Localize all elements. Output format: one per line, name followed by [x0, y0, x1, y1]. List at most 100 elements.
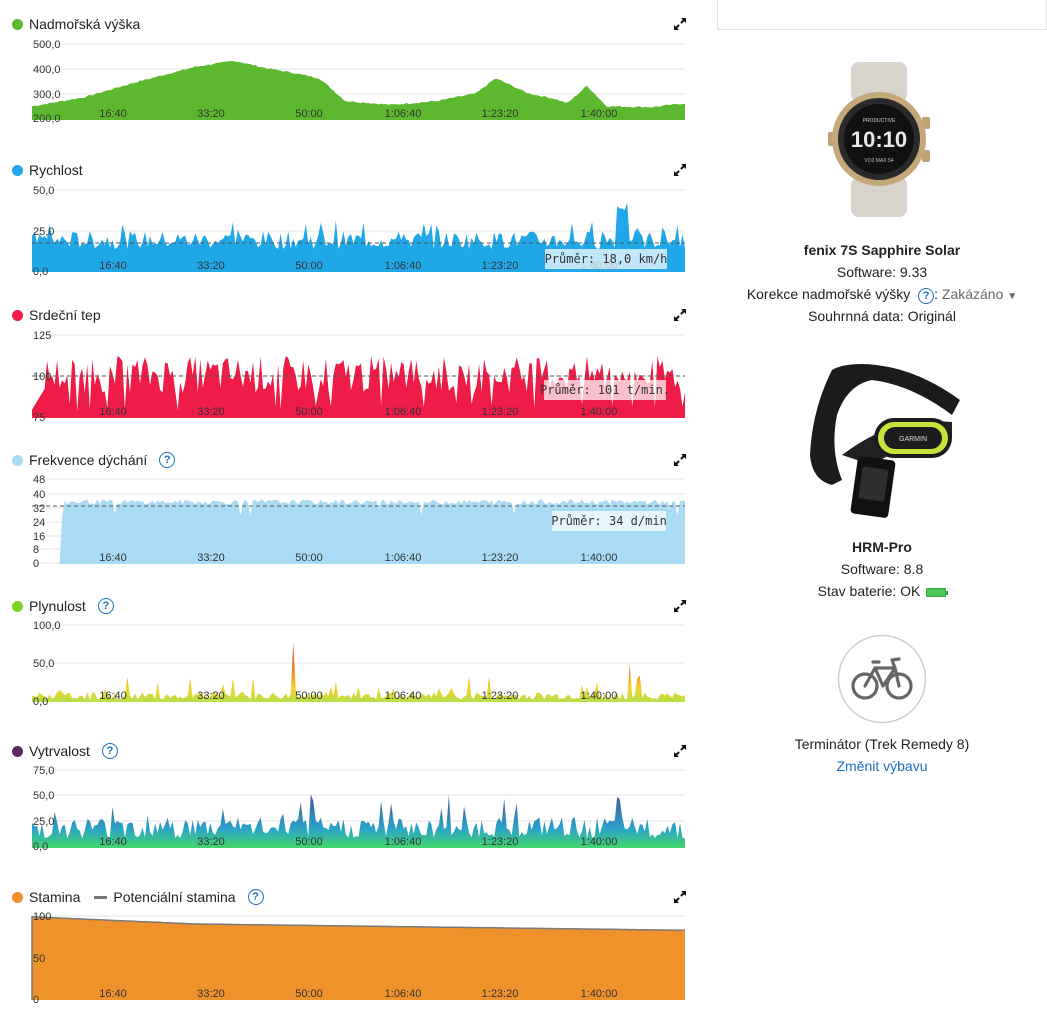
watch-software: Software: 9.33 [836, 264, 928, 280]
average-label-box [552, 511, 666, 531]
y-tick-label: 48 [33, 474, 45, 486]
x-tick-label: 33:20 [197, 406, 225, 418]
x-tick-label: 16:40 [99, 108, 127, 120]
chart-title: Plynulost [29, 598, 86, 614]
x-tick-label: 1:06:40 [385, 988, 422, 1000]
y-tick-label: 25,0 [33, 816, 54, 828]
legend-line-icon [94, 895, 108, 899]
chart-header: Stamina Potenciální stamina? [12, 887, 264, 907]
altitude-correction-label: Korekce nadmořské výšky [746, 286, 911, 302]
chart-header: Vytrvalost? [12, 741, 118, 761]
data-area [32, 499, 685, 564]
x-tick-label: 16:40 [99, 260, 127, 272]
x-tick-label: 1:06:40 [385, 260, 422, 272]
chart-plot-elevation[interactable]: 500,0 400,0 300,0 200,0 16:40 33:20 50:00 1:06:… [0, 14, 700, 128]
x-tick-label: 1:06:40 [385, 406, 422, 418]
x-tick-label: 1:40:00 [581, 690, 618, 702]
x-tick-label: 33:20 [197, 988, 225, 1000]
x-tick-label: 1:23:20 [482, 108, 519, 120]
expand-icon[interactable] [672, 307, 688, 323]
y-tick-label: 24 [33, 517, 45, 529]
legend-dot-icon [12, 891, 23, 903]
watch-image: PRODUCTIVE 10:10 VO2 MAX 54 [828, 62, 930, 217]
hrm-brand-text: GARMIN [899, 436, 927, 443]
y-tick-label: 32 [33, 503, 45, 515]
chart-title: Srdeční tep [29, 307, 101, 323]
x-tick-label: 16:40 [99, 836, 127, 848]
y-tick-label: 50,0 [33, 790, 54, 802]
y-tick-label: 100,0 [33, 620, 61, 632]
y-tick-label: 100 [33, 371, 51, 383]
bike-icon [837, 634, 927, 724]
chart-title: Rychlost [29, 162, 83, 178]
x-tick-label: 33:20 [197, 260, 225, 272]
expand-icon[interactable] [672, 452, 688, 468]
chart-plot-stamina[interactable]: 100 50 0 16:40 33:20 50:00 1:06:40 1:23:20 1:40:… [0, 887, 700, 1008]
y-tick-label: 500,0 [33, 39, 61, 51]
devices-panel: PRODUCTIVE 10:10 VO2 MAX 54 fenix 7S Sap… [717, 0, 1047, 1031]
battery-status: Stav baterie: OK [717, 583, 1047, 599]
x-tick-label: 1:23:20 [482, 988, 519, 1000]
y-tick-label: 0 [33, 558, 39, 570]
expand-icon[interactable] [672, 889, 688, 905]
data-area [32, 60, 685, 120]
y-tick-label: 0 [33, 994, 39, 1006]
chart-plot-flow[interactable]: 100,0 50,0 0,0 16:40 33:20 50:00 1:06:40 1:23:2… [0, 596, 700, 710]
help-icon[interactable]: ? [101, 743, 118, 759]
help-icon[interactable]: ? [247, 889, 264, 905]
expand-icon[interactable] [672, 16, 688, 32]
battery-status-label: Stav baterie: OK [817, 583, 921, 599]
x-tick-label: 1:06:40 [385, 836, 422, 848]
x-tick-label: 16:40 [99, 690, 127, 702]
x-tick-label: 50:00 [295, 406, 323, 418]
x-tick-label: 1:40:00 [581, 552, 618, 564]
device-name-watch: fenix 7S Sapphire Solar [803, 242, 961, 258]
summary-data: Souhrnná data: Originál [808, 308, 956, 324]
y-tick-label: 300,0 [33, 89, 61, 101]
help-icon[interactable]: ? [159, 452, 176, 468]
y-tick-label: 125 [33, 330, 51, 342]
chart-plot-grit[interactable]: 75,0 50,0 25,0 0,0 16:40 33:20 50:00 1:06:40 1:2… [0, 741, 700, 856]
altitude-correction: Korekce nadmořské výšky ?: Zakázáno ▼ [746, 286, 1018, 304]
average-label-box [545, 249, 667, 269]
x-tick-label: 50:00 [295, 260, 323, 272]
hrm-software: Software: 8.8 [840, 561, 924, 577]
x-tick-label: 50:00 [295, 552, 323, 564]
y-tick-label: 25,0 [33, 226, 54, 238]
x-tick-label: 1:06:40 [385, 108, 422, 120]
x-tick-label: 50:00 [295, 988, 323, 1000]
change-gear-link[interactable]: Změnit výbavu [836, 758, 928, 774]
data-area [32, 642, 685, 702]
legend-dot-icon [12, 454, 23, 466]
legend-dot-icon [12, 309, 23, 321]
data-area [32, 356, 685, 418]
expand-icon[interactable] [672, 743, 688, 759]
expand-icon[interactable] [672, 598, 688, 614]
battery-icon [926, 587, 949, 597]
chart-title: Stamina [29, 889, 81, 905]
help-icon[interactable]: ? [97, 598, 114, 614]
help-icon[interactable]: ? [918, 288, 935, 304]
chart-plot-respiration[interactable]: 48 40 32 24 168 0 16:40 33:20 50:00 1:06:40 1:23:2… [0, 450, 700, 572]
altitude-correction-dropdown[interactable]: Zakázáno ▼ [942, 286, 1017, 302]
average-label: Průměr: 101 t/min. [540, 383, 670, 397]
expand-icon[interactable] [672, 162, 688, 178]
y-tick-label: 50,0 [33, 658, 54, 670]
chart-title: Nadmořská výška [29, 16, 141, 32]
y-tick-label: 400,0 [33, 64, 61, 76]
altitude-correction-value: Zakázáno [941, 286, 1004, 302]
y-tick-label: 50 [33, 953, 45, 965]
x-tick-label: 1:06:40 [385, 690, 422, 702]
watch-time-text: 10:10 [851, 127, 907, 152]
average-label: Průměr: 34 d/min [551, 514, 667, 528]
caret-down-icon: ▼ [1007, 291, 1018, 302]
x-tick-label: 1:23:20 [482, 406, 519, 418]
x-tick-label: 50:00 [295, 690, 323, 702]
data-area [32, 916, 685, 1000]
legend-dot-icon [12, 164, 23, 176]
chart-plot-speed[interactable]: 50,0 25,0 0,0 16:40 33:20 50:00 1:06:40 1:23:20… [0, 160, 700, 280]
chart-header: Rychlost [12, 160, 83, 180]
potential-stamina-line [31, 916, 686, 1000]
chart-plot-heart-rate[interactable]: 125 100 75 16:40 33:20 50:00 1:06:40 1:23:20 1:4… [0, 305, 700, 426]
y-tick-label: 16 [33, 531, 45, 543]
